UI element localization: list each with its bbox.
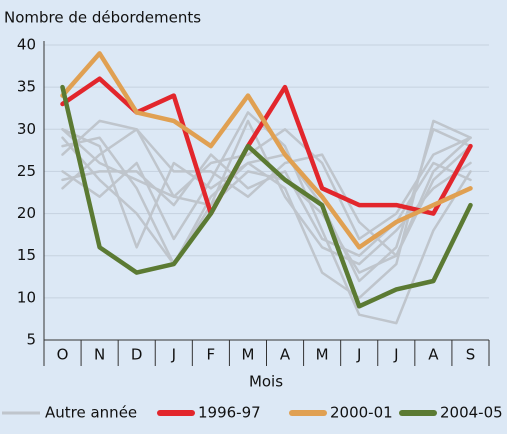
x-tick-label: F (207, 346, 216, 364)
x-tick-label: M (316, 346, 329, 364)
y-tick-label: 25 (17, 162, 36, 180)
series-line (60, 84, 473, 309)
other-year-line (61, 119, 472, 300)
x-tick-label: M (241, 346, 254, 364)
chart-title: Nombre de débordements (4, 9, 201, 27)
legend-label: Autre année (45, 404, 137, 422)
other-year-line (61, 119, 472, 266)
y-tick-label: 15 (17, 246, 36, 264)
x-axis-label: Mois (249, 373, 283, 391)
x-tick-label: N (94, 346, 105, 364)
y-tick-label: 35 (17, 78, 36, 96)
x-tick-label: A (280, 346, 291, 364)
y-tick-label: 20 (17, 204, 36, 222)
y-tick-label: 30 (17, 120, 36, 138)
x-tick-label: J (393, 346, 398, 364)
x-tick-label: O (57, 346, 69, 364)
other-year-line (61, 153, 472, 257)
x-tick-label: S (466, 346, 476, 364)
legend-label: 2004-05 (440, 404, 503, 422)
y-tick-label: 40 (17, 36, 36, 54)
y-tick-label: 5 (26, 331, 36, 349)
series-line (60, 51, 473, 250)
y-tick-label: 10 (17, 288, 36, 306)
legend-label: 2000-01 (330, 404, 393, 422)
x-tick-label: A (428, 346, 439, 364)
x-tick-label: D (131, 346, 143, 364)
other-year-line (61, 128, 472, 241)
legend-label: 1996-97 (198, 404, 261, 422)
x-tick-label: J (356, 346, 361, 364)
x-tick-label: J (171, 346, 176, 364)
